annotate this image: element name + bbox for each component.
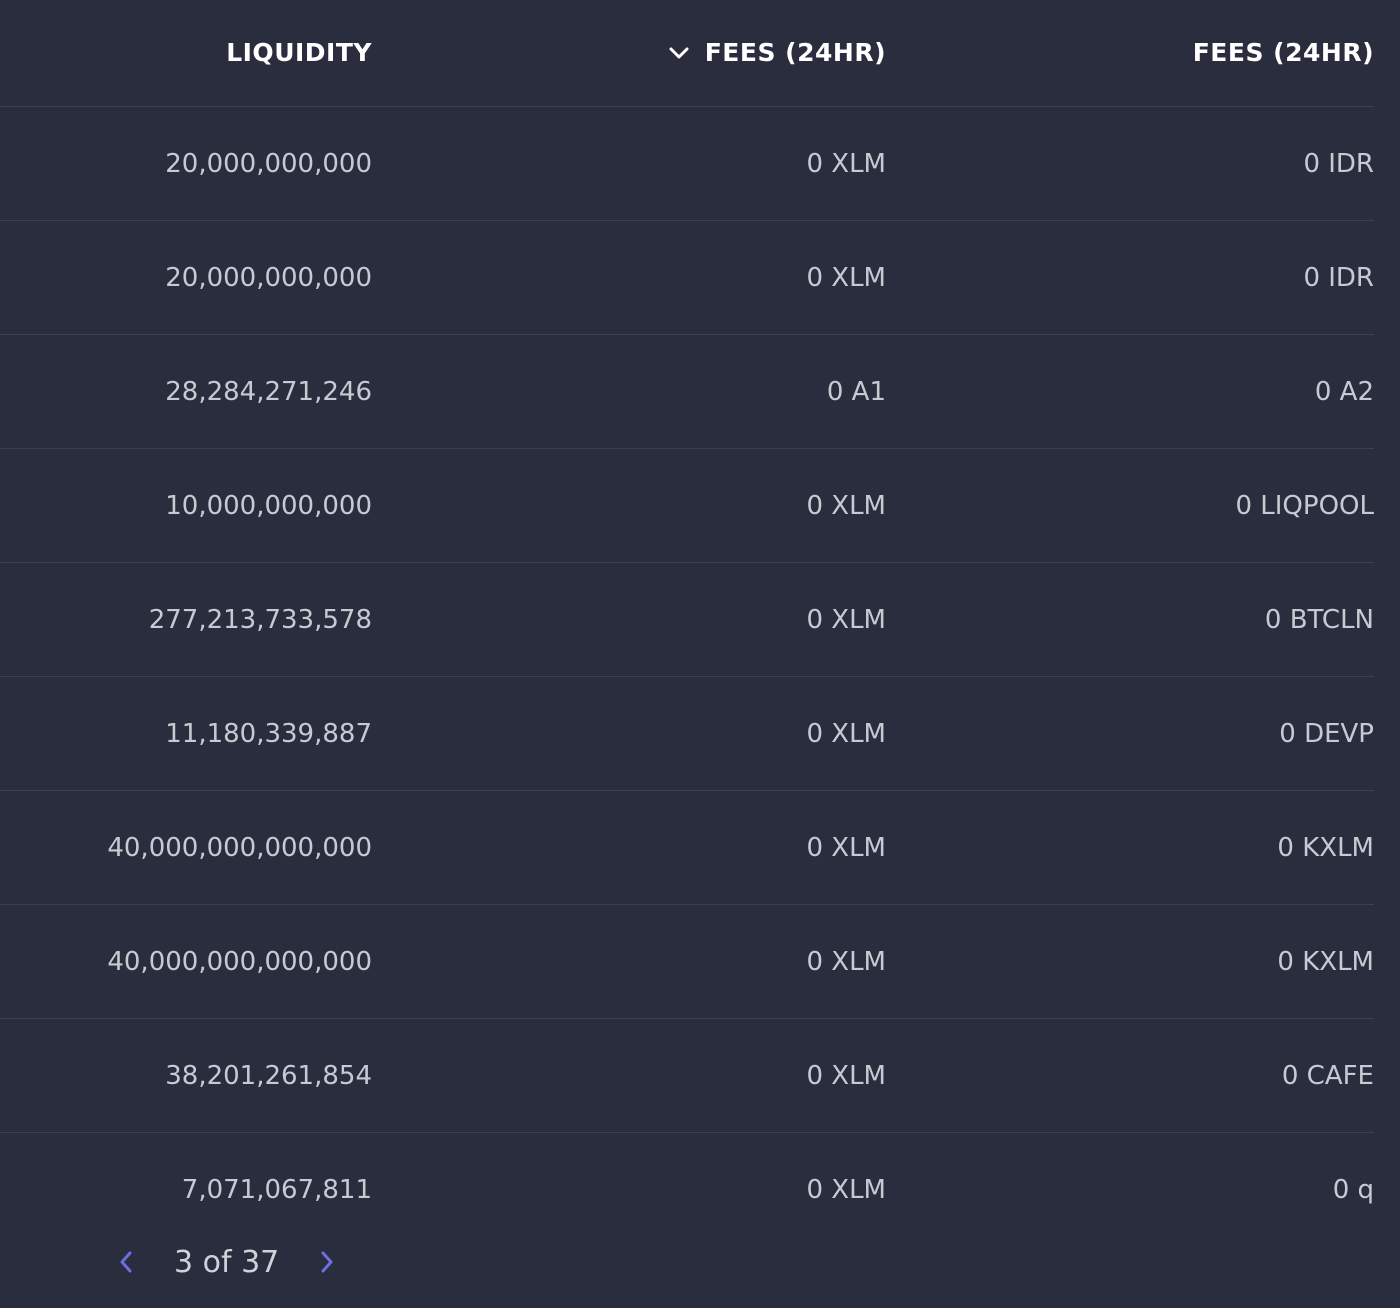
cell-fee-b: 0 IDR xyxy=(1303,263,1374,293)
table-row[interactable]: 10,000,000,000 0 XLM 0 LIQPOOL xyxy=(0,449,1374,563)
cell-liquidity: 38,201,261,854 xyxy=(165,1061,372,1091)
table-row[interactable]: 40,000,000,000,000 0 XLM 0 KXLM xyxy=(0,905,1374,1019)
table-row[interactable]: 40,000,000,000,000 0 XLM 0 KXLM xyxy=(0,791,1374,905)
pagination: 3 of 37 xyxy=(112,1242,341,1282)
cell-liquidity: 20,000,000,000 xyxy=(165,149,372,179)
column-header-fees-a-label: FEES (24HR) xyxy=(704,38,886,67)
cell-fee-a: 0 XLM xyxy=(806,719,886,749)
table-header: LIQUIDITY FEES (24HR) FEES (24HR) xyxy=(0,0,1374,107)
chevron-left-icon xyxy=(120,1251,132,1273)
cell-fee-b: 0 CAFE xyxy=(1281,1061,1374,1091)
cell-fee-a: 0 XLM xyxy=(806,1175,886,1205)
chevron-right-icon xyxy=(321,1251,333,1273)
chevron-down-icon xyxy=(669,47,689,58)
column-header-fees-a[interactable]: FEES (24HR) xyxy=(667,38,886,71)
table-row[interactable]: 38,201,261,854 0 XLM 0 CAFE xyxy=(0,1019,1374,1133)
cell-fee-b: 0 A2 xyxy=(1314,377,1374,407)
cell-fee-a: 0 XLM xyxy=(806,263,886,293)
cell-liquidity: 28,284,271,246 xyxy=(165,377,372,407)
cell-fee-a: 0 XLM xyxy=(806,947,886,977)
table-body: 20,000,000,000 0 XLM 0 IDR 20,000,000,000 0 … xyxy=(0,107,1400,1233)
column-header-fees-b[interactable]: FEES (24HR) xyxy=(1192,38,1374,67)
column-header-liquidity[interactable]: LIQUIDITY xyxy=(226,38,372,67)
cell-fee-a: 0 XLM xyxy=(806,605,886,635)
prev-page-button[interactable] xyxy=(112,1248,140,1276)
cell-liquidity: 277,213,733,578 xyxy=(148,605,372,635)
cell-liquidity: 10,000,000,000 xyxy=(165,491,372,521)
cell-fee-b: 0 LIQPOOL xyxy=(1235,491,1374,521)
cell-fee-b: 0 IDR xyxy=(1303,149,1374,179)
cell-fee-b: 0 KXLM xyxy=(1277,833,1374,863)
page-indicator: 3 of 37 xyxy=(174,1244,280,1280)
cell-fee-a: 0 XLM xyxy=(806,491,886,521)
cell-fee-a: 0 XLM xyxy=(806,833,886,863)
cell-liquidity: 7,071,067,811 xyxy=(181,1175,372,1205)
table-row[interactable]: 28,284,271,246 0 A1 0 A2 xyxy=(0,335,1374,449)
table-row[interactable]: 7,071,067,811 0 XLM 0 q xyxy=(0,1133,1374,1233)
table-row[interactable]: 277,213,733,578 0 XLM 0 BTCLN xyxy=(0,563,1374,677)
table-row[interactable]: 11,180,339,887 0 XLM 0 DEVP xyxy=(0,677,1374,791)
cell-liquidity: 40,000,000,000,000 xyxy=(107,947,372,977)
cell-fee-a: 0 XLM xyxy=(806,1061,886,1091)
next-page-button[interactable] xyxy=(313,1248,341,1276)
cell-fee-b: 0 KXLM xyxy=(1277,947,1374,977)
cell-liquidity: 11,180,339,887 xyxy=(165,719,372,749)
cell-fee-b: 0 BTCLN xyxy=(1264,605,1374,635)
cell-liquidity: 20,000,000,000 xyxy=(165,263,372,293)
pools-table: LIQUIDITY FEES (24HR) FEES (24HR) 20,000… xyxy=(0,0,1400,1233)
cell-liquidity: 40,000,000,000,000 xyxy=(107,833,372,863)
table-row[interactable]: 20,000,000,000 0 XLM 0 IDR xyxy=(0,107,1374,221)
cell-fee-a: 0 XLM xyxy=(806,149,886,179)
cell-fee-b: 0 DEVP xyxy=(1279,719,1374,749)
cell-fee-a: 0 A1 xyxy=(826,377,886,407)
cell-fee-b: 0 q xyxy=(1332,1175,1374,1205)
table-row[interactable]: 20,000,000,000 0 XLM 0 IDR xyxy=(0,221,1374,335)
